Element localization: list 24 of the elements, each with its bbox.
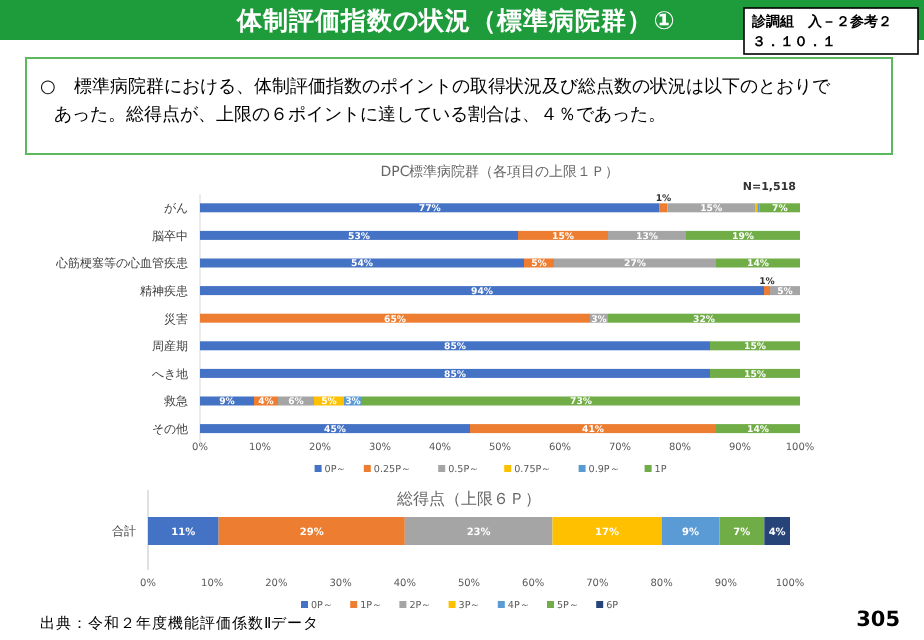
- bar: [719, 517, 765, 545]
- bar: [200, 368, 710, 378]
- bar: [200, 313, 590, 323]
- bar: [362, 396, 800, 406]
- text: ○ 標準病院群における、体制評価指数のポイントの取得状況及び総点数の状況は以下のとおりであった。総得点が、上限の６ポイントに達している割合は、４％であった。: [40, 76, 832, 126]
- chart-title: 総得点（上限６Ｐ）: [395, 490, 541, 508]
- bar: [661, 517, 720, 545]
- bar: [404, 517, 553, 545]
- bar: [200, 286, 764, 296]
- bar: [470, 424, 716, 434]
- text: 305: [856, 608, 900, 632]
- bar: [200, 203, 660, 213]
- bar: [554, 258, 716, 268]
- bar: [200, 230, 518, 240]
- bar: [200, 258, 524, 268]
- bar: [608, 313, 800, 323]
- bar: [200, 424, 470, 434]
- bar: [552, 517, 662, 545]
- bar: [200, 341, 710, 351]
- bar: [148, 517, 219, 545]
- bar: [218, 517, 405, 545]
- bar: [659, 203, 668, 213]
- bar: [764, 286, 770, 296]
- text: 体制評価指数の状況（標準病院群）①: [235, 5, 675, 35]
